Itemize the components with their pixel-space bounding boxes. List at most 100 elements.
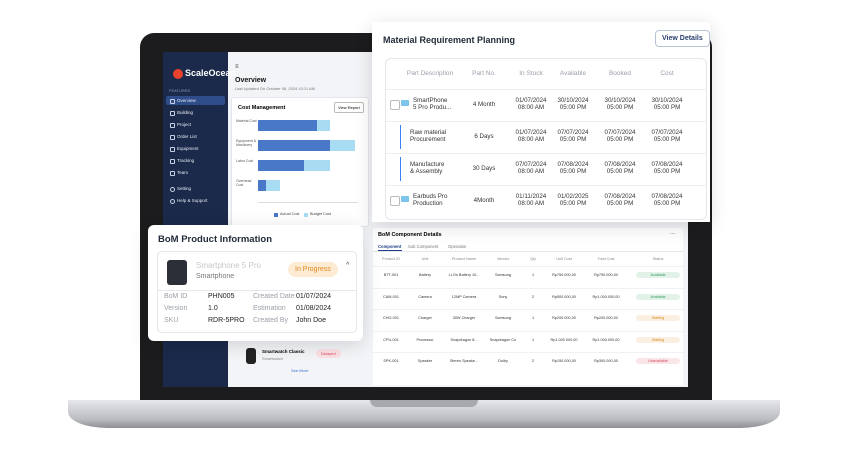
table-cell: 01/11/2024 08:00 AM [515, 193, 547, 208]
tab[interactable]: Sub Component [408, 244, 439, 249]
table-cell: Rp1.000.000,00 [592, 337, 620, 342]
column-header: In Stock [519, 70, 543, 77]
other-product: Smartwatch Classic Smartwatch Delayed [240, 345, 360, 369]
section-label: FEATURES [169, 88, 191, 93]
status-badge: Available [636, 293, 680, 300]
tab[interactable]: Operation [448, 244, 467, 249]
table-cell: Rp200.000,00 [594, 316, 618, 320]
field-value: 1.0 [208, 305, 218, 312]
table-cell: 30/10/2024 05:00 PM [604, 97, 636, 112]
column-header: Cost [660, 70, 674, 77]
nav-icon [170, 159, 175, 164]
see-more-link[interactable]: See More [291, 368, 309, 373]
nav-item[interactable]: Help & Support [177, 198, 208, 203]
nav-item[interactable]: Setting [177, 186, 192, 191]
status-badge: Waiting [636, 336, 680, 343]
table-cell: 07/08/2024 05:00 PM [651, 161, 683, 176]
field-value: 01/08/2024 [296, 305, 332, 312]
nav-item[interactable]: Order List [177, 134, 197, 139]
status-badge: Delayed [316, 349, 341, 358]
column-header: Unit Cost [556, 257, 572, 261]
other-product-name: Smartwatch Classic [262, 349, 305, 354]
category-label: Overhead Cost [236, 179, 252, 187]
table-cell: 1 [531, 316, 535, 320]
nav-item[interactable]: Overview [177, 98, 196, 103]
chevron[interactable]: ^ [346, 262, 350, 269]
nav-icon [170, 187, 175, 192]
table-cell: 1 [531, 273, 535, 277]
table-cell: 07/08/2024 05:00 PM [651, 193, 683, 208]
view-details-button[interactable]: View Details [655, 30, 710, 47]
column-header: Available [559, 70, 587, 77]
expand-toggle[interactable] [390, 196, 400, 206]
nav-item[interactable]: Project [177, 122, 192, 127]
table-cell: 01/07/2024 08:00 AM [515, 97, 547, 112]
table-cell: Snapdragon Co [489, 337, 517, 342]
phone-image [167, 260, 187, 285]
nav-icon [170, 171, 175, 176]
table-cell: Charger [418, 316, 432, 320]
table-cell: 4 Month [472, 101, 496, 108]
laptop-notch [370, 400, 478, 407]
table-cell: 07/08/2024 05:00 PM [604, 161, 636, 176]
expand-toggle[interactable] [390, 100, 400, 110]
status-badge: Available [636, 272, 680, 278]
table-cell: BTT-001 [383, 273, 399, 277]
column-header: Vendor [496, 257, 510, 261]
legend-swatch [274, 213, 278, 217]
nav-item[interactable]: Equipment [177, 146, 199, 151]
table-cell: SPK-001 [383, 359, 399, 363]
table-cell: Rp750.000,00 [594, 273, 618, 277]
row-divider [373, 330, 683, 332]
active-item [166, 96, 225, 105]
nav-item[interactable]: Team [177, 170, 189, 175]
nav-item[interactable]: Building [177, 110, 194, 115]
table-cell: Dolby [498, 359, 508, 363]
row-divider [373, 266, 683, 267]
table-cell: SmartPhone 5 Pro Produ... [413, 97, 452, 112]
row-divider [373, 309, 683, 310]
menu-icon: ≡ [235, 64, 239, 70]
product-category: Smartphone [196, 273, 235, 280]
other-product-category: Smartwatch [262, 356, 284, 361]
product-name: Smartphone 5 Pro [196, 261, 261, 270]
view-report-button[interactable]: View Report [334, 102, 364, 113]
table-cell: Stereo Speake... [449, 359, 479, 363]
legend-label: Actual Cost [280, 212, 300, 216]
tree-line [400, 125, 401, 149]
overview-title: Overview [235, 77, 267, 84]
table-cell: 4Month [473, 197, 495, 204]
column-header: Part Description [406, 70, 454, 77]
nav-icon [170, 199, 175, 204]
bom-product-box: Smartphone 5 Pro Smartphone In Progress … [157, 251, 357, 333]
component-title: BoM Component Details [378, 232, 442, 238]
nav-icon [170, 147, 175, 152]
bar [258, 180, 280, 191]
table-cell: Rp750.000,00 [552, 273, 576, 277]
nav-icon [170, 111, 175, 116]
table-cell: 01/02/2025 05:00 PM [557, 193, 589, 208]
bar [258, 140, 330, 151]
nav-item[interactable]: Tracking [177, 158, 195, 163]
table-cell: 30/10/2024 05:00 PM [557, 97, 589, 112]
tree-line [400, 157, 401, 181]
nav-icon [170, 135, 175, 140]
status-badge: Unavailable [636, 358, 680, 364]
field-value: John Doe [296, 317, 326, 324]
axis-line [258, 202, 358, 203]
overview-updated: Last Updated On October 08, 2024 10:11 A… [235, 86, 315, 91]
divider [158, 290, 356, 291]
tab-divider [373, 251, 683, 252]
status-badge: In Progress [288, 262, 338, 277]
table-cell: 2 [531, 294, 535, 299]
table-cell: 1 [531, 337, 535, 342]
bom-card: BoM Product Information Smartphone 5 Pro… [148, 225, 363, 341]
table-cell: 30 Days [472, 165, 496, 172]
bar [258, 180, 266, 191]
menu-button[interactable]: ... [670, 230, 676, 236]
table-cell: 07/08/2024 05:00 PM [604, 193, 636, 208]
table-cell: Snapdragon 8... [450, 337, 478, 342]
tab[interactable]: Component [378, 244, 402, 249]
table-cell: 07/07/2024 05:00 PM [557, 129, 589, 144]
